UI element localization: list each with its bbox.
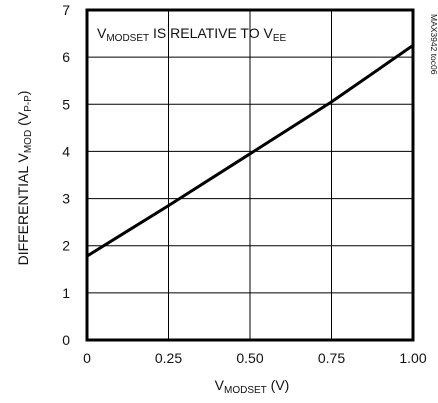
series-layer: [86, 44, 414, 258]
y-tick-label: 3: [62, 191, 70, 207]
y-tick-label: 7: [62, 2, 70, 18]
y-tick-label: 6: [62, 49, 70, 65]
x-tick-label: 0.25: [155, 350, 182, 366]
x-tick-label: 0.50: [236, 350, 263, 366]
y-tick-label: 5: [62, 96, 70, 112]
series-line: [86, 44, 414, 258]
part-code-label: MAX3942 toc06: [429, 14, 438, 75]
annotation-text: VMODSET IS RELATIVE TO VEE: [97, 25, 287, 44]
y-tick-labels: 0 1 2 3 4 5 6 7: [62, 2, 70, 348]
y-tick-label: 0: [62, 332, 70, 348]
y-tick-label: 2: [62, 238, 70, 254]
x-tick-label: 1.00: [399, 350, 426, 366]
grid: [86, 9, 414, 341]
y-tick-label: 4: [62, 143, 70, 159]
x-tick-label: 0.75: [318, 350, 345, 366]
x-axis-title: VMODSET (V): [215, 377, 290, 396]
y-tick-label: 1: [62, 285, 70, 301]
y-axis-title: DIFFERENTIAL VMOD (VP-P): [15, 91, 34, 266]
x-tick-label: 0: [83, 350, 91, 366]
plot-frame: [85, 8, 415, 342]
x-tick-labels: 0 0.25 0.50 0.75 1.00: [83, 350, 427, 366]
